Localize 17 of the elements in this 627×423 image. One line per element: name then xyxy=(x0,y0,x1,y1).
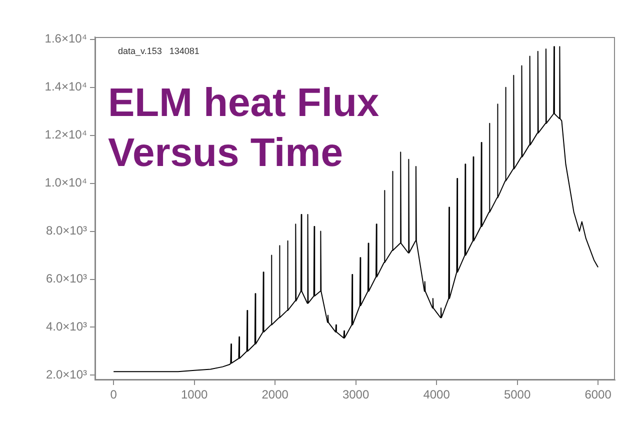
y-tick-label: 4.0×10³ xyxy=(46,320,87,334)
x-tick-label: 4000 xyxy=(423,388,450,402)
x-tick-label: 3000 xyxy=(342,388,370,402)
y-tick-label: 2.0×10³ xyxy=(46,368,87,382)
y-tick-label: 1.0×10⁴ xyxy=(44,176,87,190)
text: ELM heat Flux Versus Time xyxy=(108,80,380,177)
y-tick-label: 8.0×10³ xyxy=(46,224,87,238)
x-tick-label: 6000 xyxy=(584,388,612,402)
y-tick-label: 1.4×10⁴ xyxy=(44,80,87,94)
x-tick-label: 1000 xyxy=(180,388,208,402)
y-tick-label: 1.6×10⁴ xyxy=(44,32,87,46)
x-tick-label: 5000 xyxy=(504,388,531,402)
y-tick-label: 6.0×10³ xyxy=(46,272,87,286)
y-tick-label: 1.2×10⁴ xyxy=(44,128,87,142)
x-tick-label: 0 xyxy=(110,388,118,402)
annotation: data_v.153 134081 xyxy=(118,46,200,56)
x-tick-label: 2000 xyxy=(262,388,289,402)
